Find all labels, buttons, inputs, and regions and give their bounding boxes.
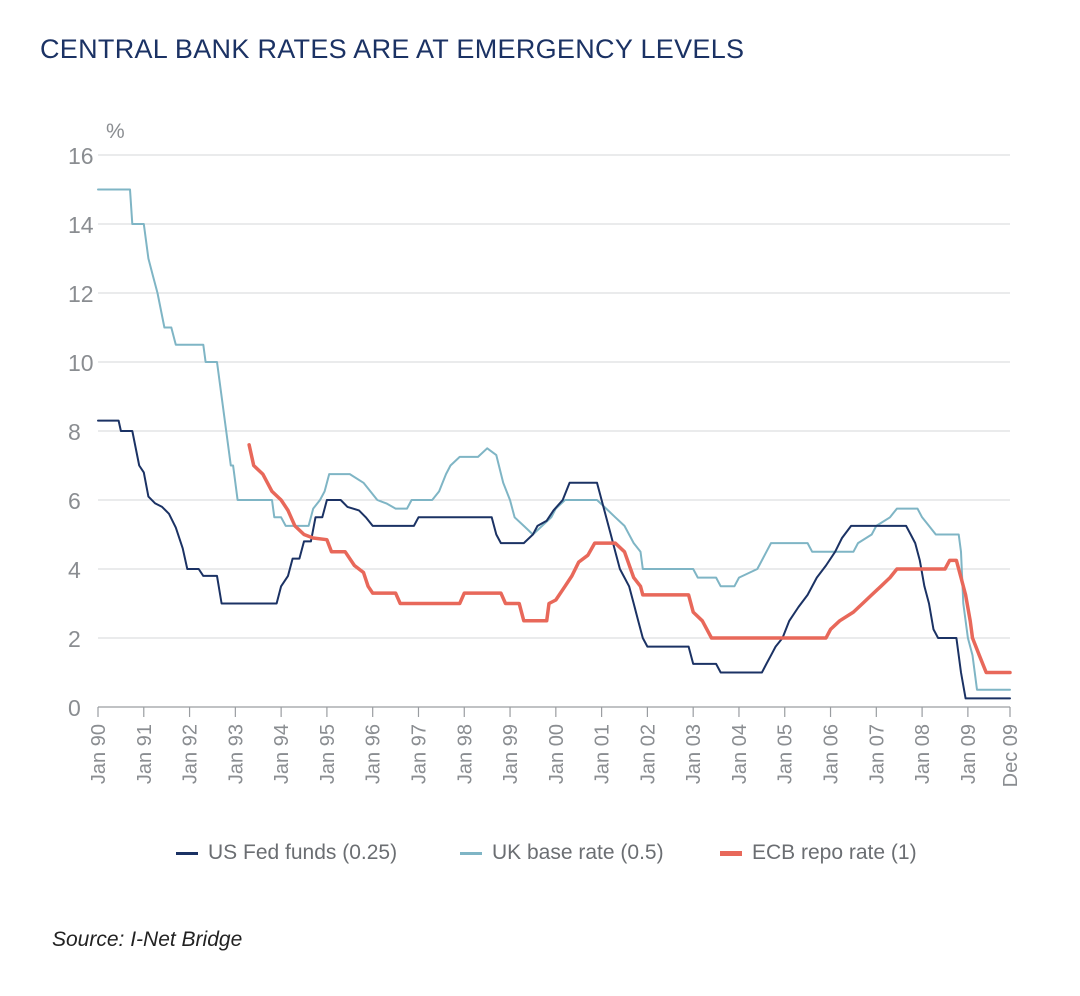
legend-label-ecb-repo: ECB repo rate (1) [752,841,917,864]
x-tick-label: Jan 94 [271,724,293,784]
x-tick-label: Jan 03 [683,724,705,784]
y-tick-label: 4 [68,557,81,583]
x-tick-label: Jan 95 [317,724,339,784]
x-tick-label: Jan 00 [546,724,568,784]
x-tick-label: Jan 97 [408,724,430,784]
series-line-0 [97,419,1011,700]
legend: US Fed funds (0.25) UK base rate (0.5) E… [0,836,1080,870]
x-tick-label: Jan 08 [912,724,934,784]
x-tick-label: Dec 09 [1000,724,1022,787]
y-tick-label: 0 [68,695,81,721]
legend-item-us-fed: US Fed funds (0.25) [176,836,397,870]
x-tick-label: Jan 07 [866,724,888,784]
y-tick-label: 2 [68,626,81,652]
x-tick-label: Jan 96 [363,724,385,784]
series-lines [97,188,1012,700]
x-tick-label: Jan 02 [637,724,659,784]
y-tick-label: 16 [68,143,94,169]
x-tick-label: Jan 04 [729,724,751,784]
source-note: Source: I-Net Bridge [52,928,243,951]
y-tick-label: 6 [68,488,81,514]
y-tick-label: 10 [68,350,94,376]
legend-swatch-uk-base [460,851,482,855]
y-tick-label: 14 [68,212,94,238]
x-tick-label: Jan 05 [775,724,797,784]
y-tick-label: 8 [68,419,81,445]
legend-label-us-fed: US Fed funds (0.25) [208,841,398,864]
x-tick-label: Jan 93 [225,724,247,784]
y-axis-ticks: 0 2 4 6 8 10 12 14 16 [68,143,94,721]
x-tick-label: Jan 09 [958,724,980,784]
x-tick-label: Jan 98 [454,724,476,784]
legend-swatch-us-fed [176,851,198,855]
x-tick-label: Jan 92 [180,724,202,784]
x-tick-label: Jan 91 [134,724,156,784]
legend-item-uk-base: UK base rate (0.5) [460,836,664,870]
x-tick-label: Jan 06 [821,724,843,784]
grid [98,154,1010,639]
legend-label-uk-base: UK base rate (0.5) [492,841,664,864]
x-axis: Jan 90 Jan 91 Jan 92 Jan 93 Jan 94 Jan 95 Jan … [88,706,1022,787]
series-line-2 [247,443,1012,675]
chart-title: CENTRAL BANK RATES ARE AT EMERGENCY LEVE… [40,34,745,64]
x-tick-label: Jan 90 [88,724,110,784]
x-tick-label: Jan 01 [592,724,614,784]
y-axis-unit-label: % [106,120,125,143]
legend-item-ecb-repo: ECB repo rate (1) [720,836,917,870]
legend-swatch-ecb-repo [720,850,742,856]
x-tick-label: Jan 99 [500,724,522,784]
series-line-1 [97,188,1011,691]
y-tick-label: 12 [68,281,94,307]
